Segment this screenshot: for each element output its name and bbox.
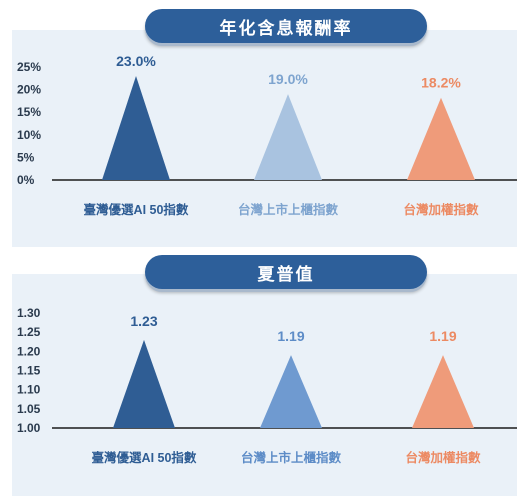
category-label: 台灣加權指數 — [403, 202, 479, 217]
bar-mark — [412, 355, 474, 428]
y-tick-label: 15% — [17, 105, 41, 119]
y-tick-label: 1.00 — [17, 421, 41, 435]
bar-mark — [260, 355, 322, 428]
y-tick-label: 25% — [17, 60, 41, 74]
y-tick-label: 1.25 — [17, 325, 41, 339]
category-label: 台灣上市上櫃指數 — [238, 202, 339, 217]
y-tick-label: 10% — [17, 128, 41, 142]
y-tick-label: 1.05 — [17, 402, 41, 416]
bar-mark — [254, 94, 322, 180]
category-label: 台灣上市上櫃指數 — [241, 450, 342, 465]
category-label: 台灣加權指數 — [405, 450, 481, 465]
y-tick-label: 20% — [17, 83, 41, 97]
y-tick-label: 1.10 — [17, 383, 41, 397]
y-tick-label: 1.20 — [17, 344, 41, 358]
category-label: 臺灣優選AI 50指數 — [92, 450, 197, 465]
y-tick-label: 0% — [17, 173, 35, 187]
y-tick-label: 1.15 — [17, 364, 41, 378]
y-tick-label: 1.30 — [17, 306, 41, 320]
y-tick-label: 5% — [17, 150, 35, 164]
category-label: 臺灣優選AI 50指數 — [84, 202, 189, 217]
data-label: 1.23 — [130, 313, 157, 329]
data-label: 23.0% — [116, 53, 156, 69]
data-label: 1.19 — [277, 328, 304, 344]
bar-mark — [102, 76, 170, 180]
data-label: 1.19 — [429, 328, 456, 344]
bar-mark — [407, 97, 475, 180]
chart-title-sharpe-ratio: 夏普值 — [145, 255, 427, 289]
chart-title-annual-return: 年化含息報酬率 — [145, 9, 427, 43]
bar-mark — [113, 339, 175, 428]
data-label: 19.0% — [268, 71, 308, 87]
data-label: 18.2% — [421, 75, 461, 91]
